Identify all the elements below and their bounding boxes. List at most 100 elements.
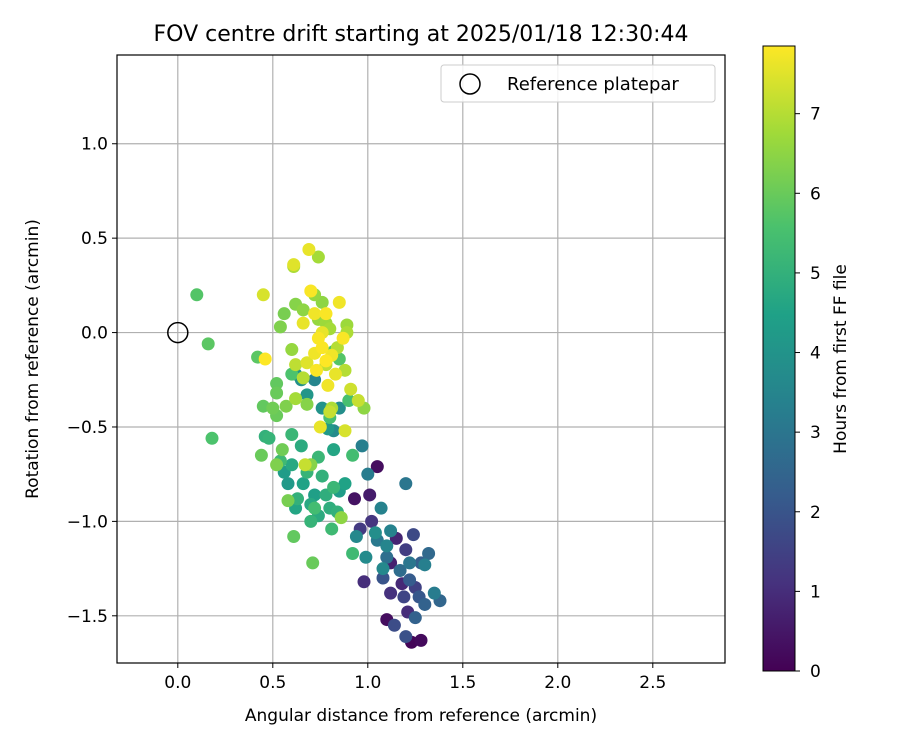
scatter-point: [266, 401, 280, 415]
colorbar-gradient: [762, 45, 796, 672]
scatter-point: [334, 511, 348, 525]
scatter-point: [399, 477, 413, 491]
scatter-point: [327, 480, 341, 494]
scatter-point: [300, 397, 314, 411]
scatter-point: [418, 597, 432, 611]
scatter-point: [325, 522, 339, 536]
scatter-point: [306, 556, 320, 570]
colorbar-tick-label: 6: [810, 184, 821, 204]
scatter-point: [285, 458, 299, 472]
scatter-point: [370, 460, 384, 474]
scatter-point: [380, 550, 394, 564]
y-tick-label: 0.5: [81, 229, 108, 249]
x-tick-label: 1.5: [449, 673, 476, 693]
colorbar-label: Hours from first FF file: [831, 264, 851, 454]
scatter-point: [308, 307, 322, 321]
scatter-point: [279, 399, 293, 413]
scatter-point: [336, 331, 350, 345]
colorbar-ticks: 0 1 2 3 4 5 6 7: [795, 105, 821, 682]
scatter-point: [296, 303, 310, 317]
colorbar-tick-label: 1: [810, 582, 821, 602]
scatter-point: [287, 258, 301, 272]
scatter-point: [368, 526, 382, 540]
scatter-point: [344, 382, 358, 396]
x-axis-ticks: 0.0 0.5 1.0 1.5 2.0 2.5: [164, 663, 666, 693]
scatter-point: [296, 371, 310, 385]
scatter-point: [393, 563, 407, 577]
scatter-point: [296, 477, 310, 491]
scatter-point: [406, 528, 420, 542]
scatter-point: [258, 352, 272, 366]
chart-title: FOV centre drift starting at 2025/01/18 …: [154, 22, 689, 47]
x-tick-label: 0.0: [164, 673, 191, 693]
scatter-point: [205, 431, 219, 445]
grid: [117, 55, 725, 663]
legend: Reference platepar: [440, 64, 716, 103]
scatter-point: [281, 477, 295, 491]
scatter-point: [338, 424, 352, 438]
legend-box: [440, 64, 716, 103]
colorbar-tick-label: 0: [810, 662, 821, 682]
scatter-point: [294, 439, 308, 453]
scatter-point: [387, 618, 401, 632]
scatter-point: [363, 488, 377, 502]
colorbar-tick-label: 2: [810, 503, 821, 523]
y-tick-label: −1.0: [67, 512, 108, 532]
scatter-point: [277, 307, 291, 321]
scatter-point: [397, 590, 411, 604]
scatter-point: [262, 431, 276, 445]
scatter-point: [338, 477, 352, 491]
scatter-point: [342, 394, 356, 408]
scatter-point: [408, 611, 422, 625]
legend-entry: Reference platepar: [507, 74, 679, 95]
scatter-point: [427, 586, 441, 600]
scatter-point: [298, 458, 312, 472]
scatter-point: [351, 394, 365, 408]
scatter-point: [289, 392, 303, 406]
scatter-point: [414, 633, 428, 647]
scatter-point: [300, 388, 314, 402]
scatter-point: [313, 420, 327, 434]
scatter-point: [315, 469, 329, 483]
scatter-points: [190, 242, 447, 649]
scatter-point: [287, 529, 301, 543]
scatter-point: [376, 562, 390, 576]
legend-open-circle-icon: [459, 73, 481, 95]
colorbar-tick-label: 7: [810, 105, 821, 125]
y-tick-label: −0.5: [67, 418, 108, 438]
x-axis-label: Angular distance from reference (arcmin): [245, 706, 597, 726]
scatter-point: [332, 295, 346, 309]
scatter-point: [399, 543, 413, 557]
scatter-point: [254, 448, 268, 462]
scatter-point: [357, 575, 371, 589]
scatter-point: [201, 337, 215, 351]
scatter-point: [300, 356, 314, 370]
x-tick-label: 2.5: [639, 673, 666, 693]
scatter-point: [308, 501, 322, 515]
scatter-point: [376, 571, 390, 585]
scatter-point: [296, 316, 310, 330]
scatter-point: [323, 405, 337, 419]
scatter-point: [319, 354, 333, 368]
scatter-point: [315, 341, 329, 355]
scatter-point: [384, 586, 398, 600]
plot-frame: [116, 54, 726, 664]
scatter-point: [403, 573, 417, 587]
scatter-point: [285, 428, 299, 442]
scatter-point: [304, 514, 318, 528]
colorbar: 0 1 2 3 4 5 6 7 Hours from first FF file: [762, 45, 851, 682]
scatter-point: [361, 467, 375, 481]
scatter-point: [346, 448, 360, 462]
scatter-point: [275, 443, 289, 457]
scatter-point: [190, 288, 204, 302]
scatter-point: [422, 546, 436, 560]
scatter-point: [403, 556, 417, 570]
scatter-point: [289, 358, 303, 372]
x-tick-label: 2.0: [544, 673, 571, 693]
x-tick-label: 1.0: [354, 673, 381, 693]
y-tick-label: −1.5: [67, 607, 108, 627]
scatter-point: [380, 539, 394, 553]
scatter-point: [321, 378, 335, 392]
scatter-point: [273, 320, 287, 334]
